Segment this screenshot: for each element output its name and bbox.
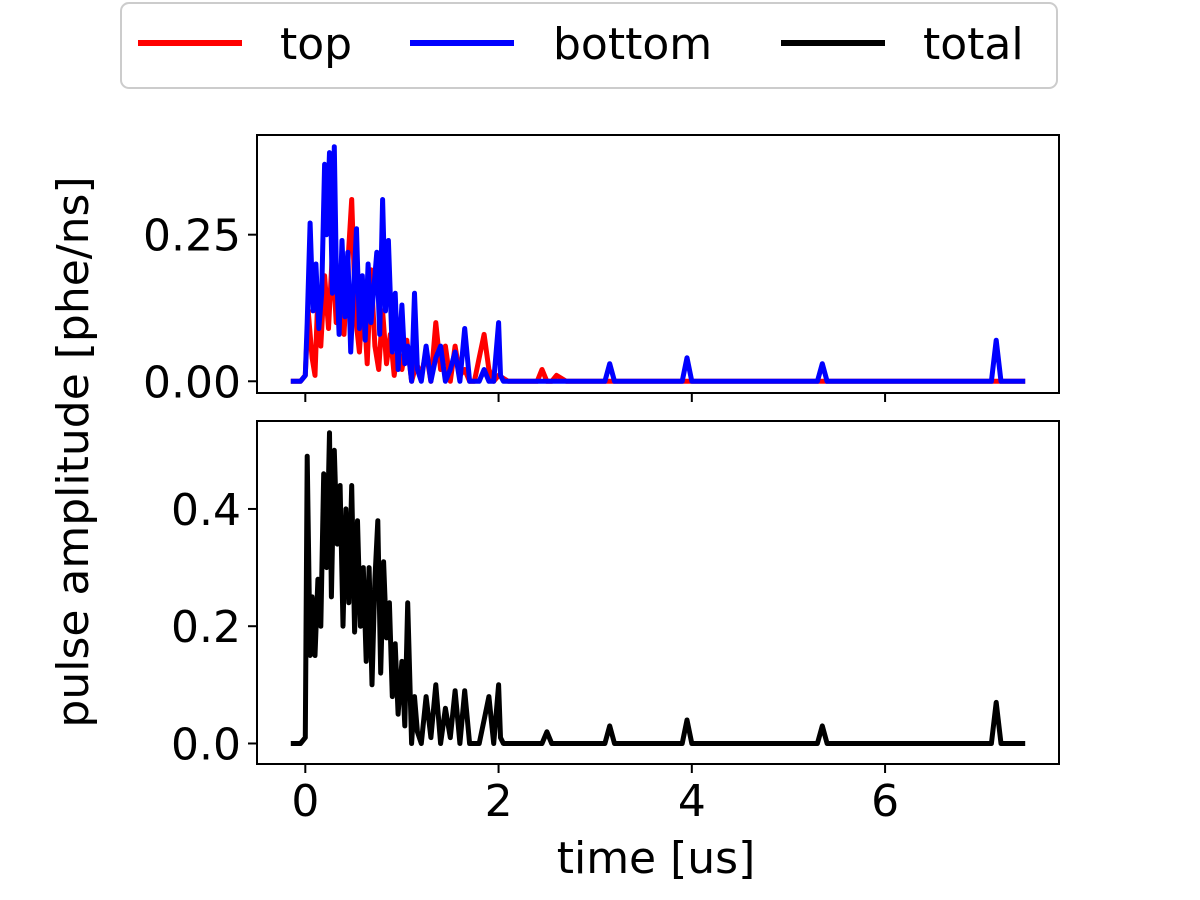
legend-label-top: top — [280, 19, 352, 70]
x-tick-label: 0 — [291, 776, 319, 827]
x-tick-label: 6 — [871, 776, 899, 827]
lower-panel-series — [290, 430, 1026, 746]
legend-label-bottom: bottom — [553, 19, 712, 70]
y-tick-label: 0.25 — [143, 211, 241, 262]
y-tick-label: 0.0 — [171, 719, 241, 770]
legend: top bottom total — [120, 2, 1058, 89]
x-tick-label: 2 — [485, 776, 513, 827]
lower-panel-frame — [256, 420, 1060, 765]
upper-panel-series — [290, 144, 1026, 384]
legend-frame — [120, 2, 1058, 89]
upper-panel-frame — [256, 134, 1060, 394]
x-tick-label: 4 — [678, 776, 706, 827]
y-tick-label: 0.00 — [143, 357, 241, 408]
lower-panel: 0.0 0.2 0.4 0 2 4 6 — [171, 420, 1060, 827]
lower-panel-x-ticks: 0 2 4 6 — [291, 764, 899, 827]
x-axis-label: time [us] — [557, 833, 756, 884]
legend-label-total: total — [923, 19, 1024, 70]
series-line-bottom — [290, 144, 1026, 384]
upper-panel: 0.00 0.25 — [143, 134, 1060, 408]
series-line-total — [290, 430, 1026, 746]
y-tick-label: 0.4 — [171, 485, 241, 536]
y-axis-label: pulse amplitude [phe/ns] — [48, 176, 99, 727]
y-tick-label: 0.2 — [171, 602, 241, 653]
upper-panel-x-ticks — [304, 393, 887, 402]
upper-panel-y-ticks: 0.00 0.25 — [143, 211, 257, 408]
lower-panel-y-ticks: 0.0 0.2 0.4 — [171, 485, 257, 770]
